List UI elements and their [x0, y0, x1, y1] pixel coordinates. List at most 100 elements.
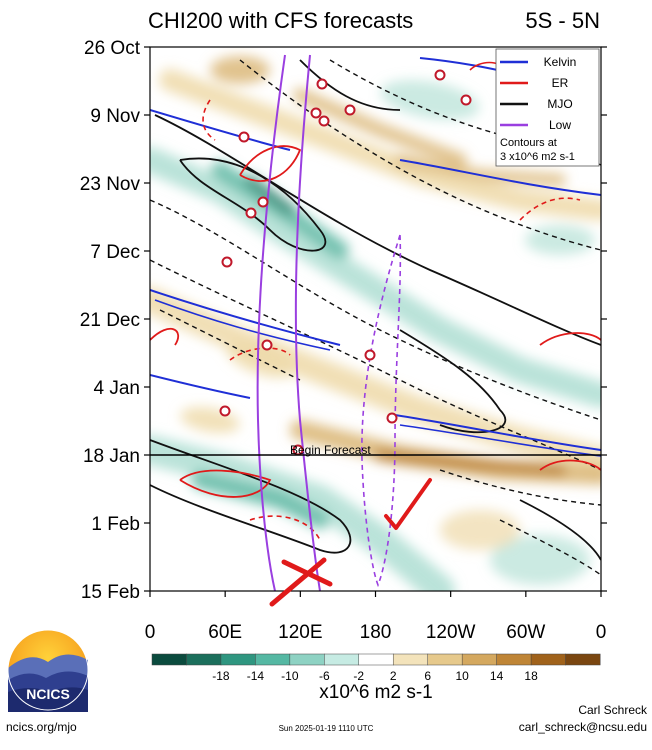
forecast-start-label: Begin Forecast [290, 443, 371, 457]
anomaly-band [150, 435, 455, 591]
colorbar-tick-label: 10 [455, 669, 469, 683]
x-tick-label: 120W [426, 622, 476, 643]
y-tick-label: 26 Oct [84, 38, 141, 59]
legend: Kelvin ER MJO Low Contours at 3 x10^6 m2 s-… [495, 48, 600, 167]
colorbar-swatch [496, 653, 532, 666]
legend-label-kelvin: Kelvin [544, 55, 577, 69]
tropical-cyclone-marker [318, 115, 330, 127]
mjo-contour-dashed [239, 59, 601, 251]
tropical-cyclone-marker [310, 107, 322, 119]
x-tick-label: 60W [506, 622, 545, 643]
colorbar-tick-label: -18 [212, 669, 230, 683]
colorbar-tick-label: 18 [524, 669, 538, 683]
anomaly-blob [440, 510, 520, 550]
footer-email: carl_schreck@ncsu.edu [519, 720, 647, 734]
chart-subtitle: 5S - 5N [525, 8, 600, 33]
anomaly-blob [210, 56, 270, 84]
tropical-cyclone-marker [219, 405, 231, 417]
colorbar-tick-label: -10 [281, 669, 299, 683]
low-contour-dashed [361, 234, 402, 588]
x-tick-label: 180 [360, 622, 392, 643]
low-contour [256, 54, 286, 591]
anomaly-blob [380, 80, 480, 120]
legend-label-er: ER [552, 76, 569, 90]
colorbar-swatch [530, 653, 566, 666]
y-axis: 26 Oct 9 Nov 23 Nov 7 Dec 21 Dec 4 Jan 18 Jan 1… [80, 38, 607, 603]
mjo-contour [154, 114, 601, 346]
chart-title: CHI200 with CFS forecasts [148, 8, 413, 33]
er-contour-dashed [202, 99, 216, 141]
tropical-cyclone-marker [261, 339, 273, 351]
mjo-contour [179, 157, 327, 252]
tropical-cyclone-marker [364, 349, 376, 361]
er-contour [539, 459, 601, 471]
colorbar-tick-label: -6 [319, 669, 330, 683]
anomaly-band [159, 69, 601, 221]
footer-timestamp: Sun 2025-01-19 1110 UTC [279, 724, 374, 733]
storm-markers [219, 69, 472, 456]
low-contour [294, 54, 321, 591]
colorbar-units-label: x10^6 m2 s-1 [319, 682, 432, 703]
y-tick-label: 18 Jan [83, 446, 140, 467]
anomaly-blob [525, 225, 595, 255]
footer-author: Carl Schreck [578, 703, 648, 717]
legend-label-mjo: MJO [547, 97, 572, 111]
y-tick-label: 23 Nov [80, 174, 141, 195]
colorbar-tick-label: 6 [424, 669, 431, 683]
anomaly-band [245, 175, 295, 215]
mjo-contour-dashed [499, 519, 601, 576]
colorbar-tick-label: 2 [390, 669, 397, 683]
tropical-cyclone-marker [245, 207, 257, 219]
colorbar-tick-label: -14 [247, 669, 265, 683]
legend-note-line1: Contours at [500, 137, 557, 149]
mjo-contour-dashed [439, 469, 601, 506]
mjo-contour [150, 439, 352, 554]
colorbar-swatch [358, 653, 394, 666]
colorbar-swatch [324, 653, 360, 666]
tropical-cyclone-marker [221, 256, 233, 268]
kelvin-contour [154, 299, 331, 351]
tropical-cyclone-marker [316, 78, 328, 90]
x-tick-label: 120E [278, 622, 322, 643]
anomaly-band [150, 147, 601, 408]
y-tick-label: 1 Feb [91, 514, 140, 535]
colorbar-swatch [427, 653, 463, 666]
tropical-cyclone-marker [238, 131, 250, 143]
x-axis: 0 60E 120E 180 120W 60W 0 [145, 591, 606, 643]
x-tick-label: 0 [145, 622, 156, 643]
tropical-cyclone-marker [460, 94, 472, 106]
kelvin-contour [394, 414, 601, 451]
colorbar-tick-label: 14 [490, 669, 504, 683]
y-tick-label: 4 Jan [94, 378, 140, 399]
legend-box [495, 48, 600, 167]
colorbar-swatch [565, 653, 601, 666]
y-tick-label: 7 Dec [90, 242, 140, 263]
tropical-cyclone-marker [344, 104, 356, 116]
ncics-logo: NCICS [7, 629, 89, 712]
cross-mark-annotation [269, 557, 333, 607]
anomaly-band [150, 287, 601, 473]
colorbar-tick-label: -2 [353, 669, 364, 683]
anomaly-blob [490, 535, 590, 585]
colorbar-swatch [255, 653, 291, 666]
colorbar-swatch [289, 653, 325, 666]
mjo-contour-dashed [159, 309, 301, 381]
mjo-contour [399, 329, 507, 434]
colorbar-swatch [151, 653, 187, 666]
logo-text: NCICS [26, 686, 70, 702]
er-contour-dashed [249, 515, 321, 541]
colorbar: -18 -14 -10 -6 -2 2 6 10 14 18 [151, 653, 601, 683]
footer-url: ncics.org/mjo [6, 720, 77, 734]
kelvin-contour [399, 159, 601, 196]
kelvin-contour [399, 424, 601, 457]
y-tick-label: 15 Feb [81, 582, 140, 603]
anomaly-band [374, 449, 566, 476]
kelvin-contour [150, 374, 251, 399]
mjo-contour [519, 499, 601, 561]
legend-label-low: Low [549, 118, 571, 132]
check-mark-annotation [384, 478, 432, 530]
er-contour [150, 328, 180, 346]
legend-note-line2: 3 x10^6 m2 s-1 [500, 151, 575, 163]
tropical-cyclone-marker [257, 196, 269, 208]
